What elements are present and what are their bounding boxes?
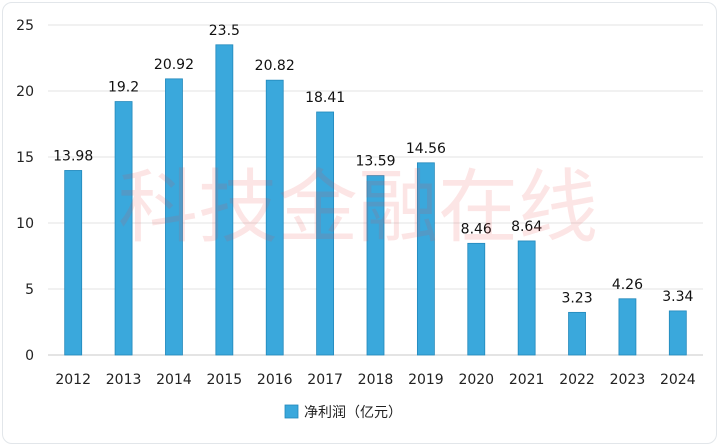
data-label: 3.23 <box>561 290 592 306</box>
data-label: 23.5 <box>209 23 240 39</box>
bar <box>114 101 133 356</box>
x-axis: 2012 2013 2014 2015 2016 2017 2018 2019 2020 2021… <box>55 372 695 388</box>
data-labels: 13.98 19.2 20.92 23.5 20.82 18.41 13.59 14.56 8.… <box>53 23 693 307</box>
legend: 净利润（亿元） <box>284 404 402 421</box>
data-label: 13.59 <box>355 154 395 170</box>
data-label: 3.34 <box>662 289 693 305</box>
y-tick-label: 0 <box>25 348 34 364</box>
data-label: 13.98 <box>53 148 93 164</box>
bar <box>165 78 183 356</box>
x-tick-label: 2012 <box>55 372 91 388</box>
bar-chart: 13.98 19.2 20.92 23.5 20.82 18.41 13.59 14.56 8.… <box>16 18 703 421</box>
bar <box>265 79 284 356</box>
bar <box>64 170 83 356</box>
data-label: 18.41 <box>305 90 345 106</box>
y-tick-label: 25 <box>16 18 34 34</box>
data-label: 20.82 <box>255 58 295 74</box>
y-tick-label: 5 <box>25 282 34 298</box>
x-tick-label: 2020 <box>458 372 494 388</box>
x-tick-label: 2017 <box>307 372 343 388</box>
x-tick-label: 2018 <box>358 372 394 388</box>
data-label: 20.92 <box>154 57 194 73</box>
data-label: 14.56 <box>406 141 446 157</box>
x-tick-label: 2015 <box>207 372 243 388</box>
data-label: 4.26 <box>612 277 643 293</box>
x-tick-label: 2021 <box>509 372 545 388</box>
y-tick-label: 15 <box>16 150 34 166</box>
bar <box>366 175 385 356</box>
x-tick-label: 2013 <box>106 372 142 388</box>
legend-label: 净利润（亿元） <box>304 405 402 421</box>
bars <box>64 44 687 356</box>
bar <box>215 44 234 356</box>
data-label: 19.2 <box>108 80 139 96</box>
data-label: 8.46 <box>461 221 492 237</box>
y-tick-label: 20 <box>16 84 34 100</box>
bar <box>316 111 335 356</box>
bar <box>467 242 486 356</box>
x-tick-label: 2023 <box>610 372 646 388</box>
legend-swatch <box>284 404 299 419</box>
y-tick-label: 10 <box>16 216 34 232</box>
x-tick-label: 2014 <box>156 372 192 388</box>
x-tick-label: 2016 <box>257 372 293 388</box>
bar <box>517 240 536 356</box>
data-label: 8.64 <box>511 219 542 235</box>
x-tick-label: 2024 <box>660 372 696 388</box>
bar <box>668 310 687 356</box>
bar <box>618 298 637 356</box>
bar <box>568 311 586 356</box>
x-tick-label: 2022 <box>559 372 595 388</box>
watermark-text: 科技金融在线 <box>118 161 598 254</box>
bar <box>416 162 435 356</box>
x-tick-label: 2019 <box>408 372 444 388</box>
y-axis: 0 5 10 15 20 25 <box>16 18 34 364</box>
